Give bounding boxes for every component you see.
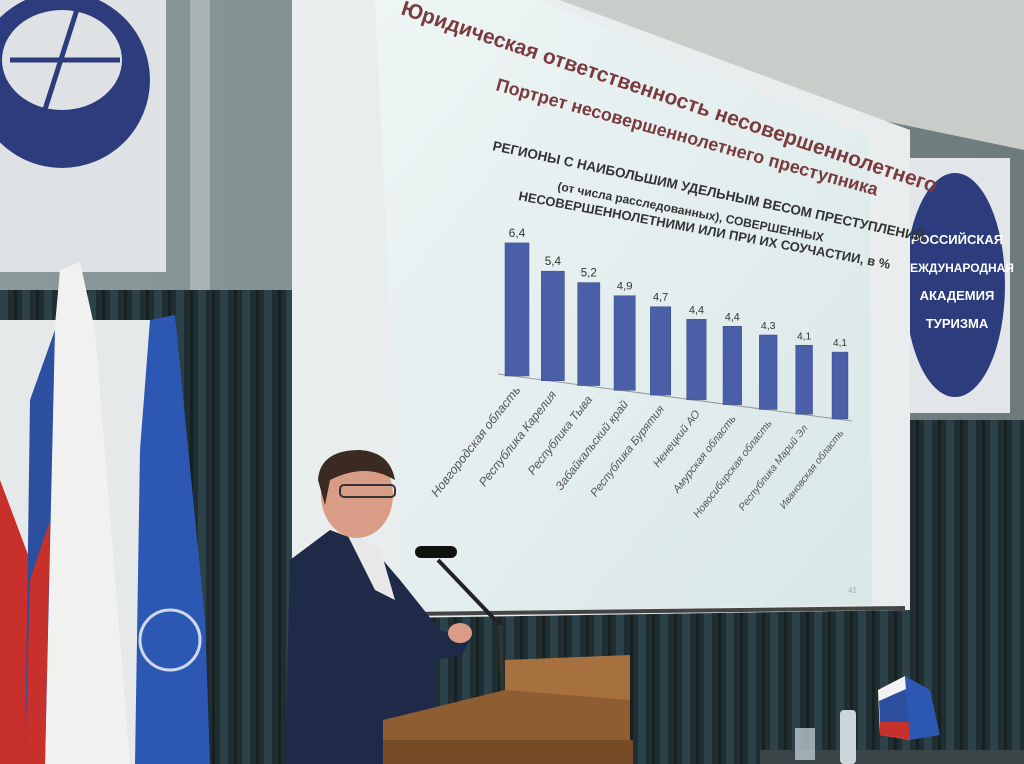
bar bbox=[831, 351, 849, 420]
bar bbox=[759, 334, 778, 410]
ceiling bbox=[560, 0, 1024, 150]
data-label: 6,4 bbox=[509, 226, 526, 240]
speaker bbox=[285, 450, 472, 764]
data-label: 4,7 bbox=[653, 292, 668, 304]
data-label: 5,4 bbox=[545, 255, 562, 268]
flags-left bbox=[0, 262, 210, 764]
data-label: 4,9 bbox=[617, 281, 633, 293]
bar bbox=[722, 326, 742, 405]
data-label: 4,3 bbox=[761, 321, 776, 332]
slide-page-number: 41 bbox=[848, 586, 857, 595]
bar bbox=[541, 270, 565, 382]
data-label: 4,4 bbox=[689, 304, 704, 316]
wall-pillar bbox=[190, 0, 210, 310]
data-label: 5,2 bbox=[581, 268, 597, 280]
x-axis bbox=[497, 373, 853, 422]
bar bbox=[650, 306, 672, 396]
banner-line: РОССИЙСКАЯ bbox=[911, 232, 1003, 247]
logo-panel-left bbox=[0, 0, 166, 272]
bar bbox=[686, 319, 707, 401]
data-label: 4,1 bbox=[833, 338, 847, 349]
banner-line: АКАДЕМИЯ bbox=[920, 288, 995, 303]
banner-line: МЕЖДУНАРОДНАЯ bbox=[900, 261, 1014, 275]
bar bbox=[613, 295, 636, 391]
bar bbox=[504, 242, 530, 377]
bar bbox=[795, 345, 813, 415]
academy-banner: РОССИЙСКАЯ МЕЖДУНАРОДНАЯ АКАДЕМИЯ ТУРИЗМ… bbox=[900, 158, 1014, 413]
banner-line: ТУРИЗМА bbox=[926, 316, 989, 331]
data-label: 4,1 bbox=[797, 331, 812, 342]
data-label: 4,4 bbox=[725, 311, 740, 323]
bar bbox=[577, 282, 601, 386]
podium bbox=[383, 655, 633, 764]
table-items bbox=[760, 676, 1024, 764]
